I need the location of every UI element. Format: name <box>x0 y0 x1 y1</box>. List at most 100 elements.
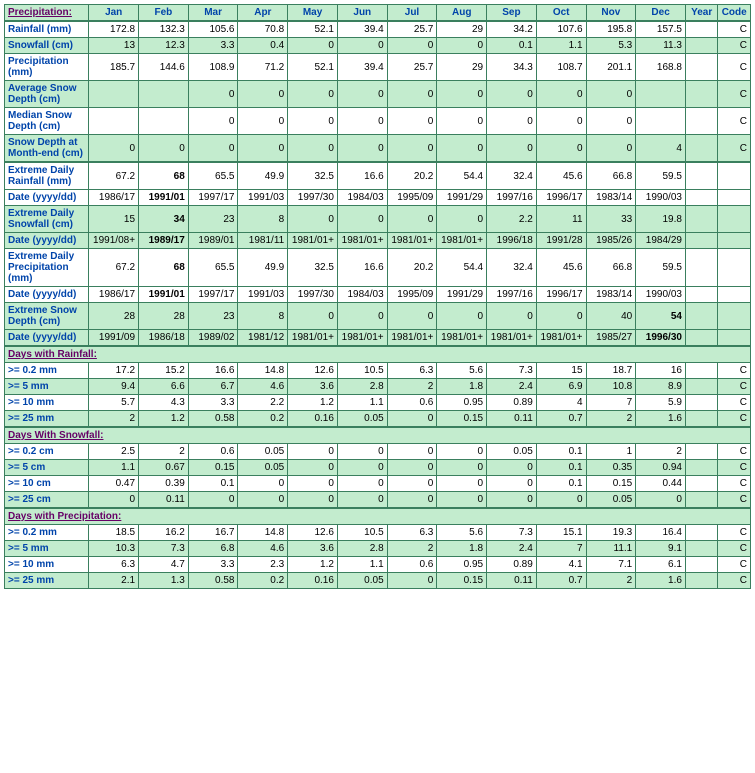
cell: 65.5 <box>188 162 238 190</box>
cell: 45.6 <box>536 162 586 190</box>
cell: 195.8 <box>586 21 636 38</box>
cell <box>685 541 717 557</box>
cell: 9.4 <box>89 379 139 395</box>
cell: 0 <box>387 108 437 135</box>
cell: 9.1 <box>636 541 686 557</box>
row-label: Rainfall (mm) <box>5 21 89 38</box>
cell: 0 <box>586 81 636 108</box>
cell: 0.67 <box>139 460 189 476</box>
cell: 1.2 <box>288 557 338 573</box>
cell: 1990/03 <box>636 287 686 303</box>
cell: 32.5 <box>288 162 338 190</box>
cell: 0 <box>437 476 487 492</box>
cell: 18.7 <box>586 363 636 379</box>
table-row: >= 25 mm2.11.30.580.20.160.0500.150.110.… <box>5 573 751 589</box>
cell: 1.6 <box>636 411 686 428</box>
cell: 0.58 <box>188 411 238 428</box>
cell: 1996/17 <box>536 190 586 206</box>
cell: 0.05 <box>487 444 537 460</box>
cell: 1984/03 <box>337 190 387 206</box>
cell: 32.4 <box>487 162 537 190</box>
table-row: Average Snow Depth (cm)000000000C <box>5 81 751 108</box>
cell: 0.7 <box>536 573 586 589</box>
row-label: >= 10 cm <box>5 476 89 492</box>
cell: 8.9 <box>636 379 686 395</box>
cell: 0 <box>337 492 387 509</box>
cell: 0 <box>288 476 338 492</box>
cell: 1983/14 <box>586 287 636 303</box>
cell <box>718 303 751 330</box>
cell: 4.6 <box>238 379 288 395</box>
cell: 6.7 <box>188 379 238 395</box>
cell <box>685 233 717 249</box>
cell: 0 <box>188 492 238 509</box>
cell: 0 <box>387 476 437 492</box>
cell: 1997/16 <box>487 190 537 206</box>
cell: 0 <box>387 135 437 163</box>
cell: 2.1 <box>89 573 139 589</box>
cell: 16.2 <box>139 525 189 541</box>
cell <box>685 460 717 476</box>
cell: 0.1 <box>536 460 586 476</box>
cell: 6.3 <box>387 363 437 379</box>
cell: 0 <box>337 38 387 54</box>
cell: 6.1 <box>636 557 686 573</box>
cell: 1996/30 <box>636 330 686 347</box>
cell: 52.1 <box>288 54 338 81</box>
row-label: >= 5 cm <box>5 460 89 476</box>
cell: 0 <box>437 38 487 54</box>
cell: 0 <box>437 81 487 108</box>
col-header: Feb <box>139 5 189 22</box>
col-header: Sep <box>487 5 537 22</box>
header-row: Precipitation: JanFebMarAprMayJunJulAugS… <box>5 5 751 22</box>
cell: C <box>718 363 751 379</box>
cell: 0.39 <box>139 476 189 492</box>
cell: 7.1 <box>586 557 636 573</box>
cell: 0.11 <box>487 573 537 589</box>
cell: 29 <box>437 21 487 38</box>
cell: 2 <box>89 411 139 428</box>
row-label: >= 0.2 cm <box>5 444 89 460</box>
cell: 0 <box>536 81 586 108</box>
col-header: Dec <box>636 5 686 22</box>
cell: C <box>718 557 751 573</box>
cell: 2 <box>586 411 636 428</box>
cell: 7.3 <box>139 541 189 557</box>
cell: 18.5 <box>89 525 139 541</box>
cell <box>685 135 717 163</box>
cell: 5.6 <box>437 525 487 541</box>
table-row: Extreme Snow Depth (cm)28282380000004054 <box>5 303 751 330</box>
cell: 0.95 <box>437 395 487 411</box>
table-row: Extreme Daily Rainfall (mm)67.26865.549.… <box>5 162 751 190</box>
cell <box>685 287 717 303</box>
cell: 0 <box>536 108 586 135</box>
cell: C <box>718 460 751 476</box>
cell: 54 <box>636 303 686 330</box>
row-label: >= 25 mm <box>5 411 89 428</box>
cell: 1985/27 <box>586 330 636 347</box>
table-row: Snowfall (cm)1312.33.30.400000.11.15.311… <box>5 38 751 54</box>
cell: 0 <box>238 108 288 135</box>
cell: 1991/03 <box>238 287 288 303</box>
cell: 0 <box>238 476 288 492</box>
cell: 0.1 <box>188 476 238 492</box>
cell <box>685 81 717 108</box>
cell: C <box>718 476 751 492</box>
cell: 13 <box>89 38 139 54</box>
cell: 59.5 <box>636 249 686 287</box>
cell: 0 <box>288 81 338 108</box>
cell: 39.4 <box>337 54 387 81</box>
cell: C <box>718 108 751 135</box>
table-row: >= 10 mm5.74.33.32.21.21.10.60.950.89475… <box>5 395 751 411</box>
row-label: Date (yyyy/dd) <box>5 330 89 347</box>
cell: 0 <box>288 444 338 460</box>
climate-table: Precipitation: JanFebMarAprMayJunJulAugS… <box>4 4 751 589</box>
cell <box>685 476 717 492</box>
cell: 11 <box>536 206 586 233</box>
col-header: Aug <box>437 5 487 22</box>
cell: 1986/18 <box>139 330 189 347</box>
cell: 1986/17 <box>89 287 139 303</box>
cell: 0 <box>238 492 288 509</box>
cell: 4.1 <box>536 557 586 573</box>
cell: 6.6 <box>139 379 189 395</box>
